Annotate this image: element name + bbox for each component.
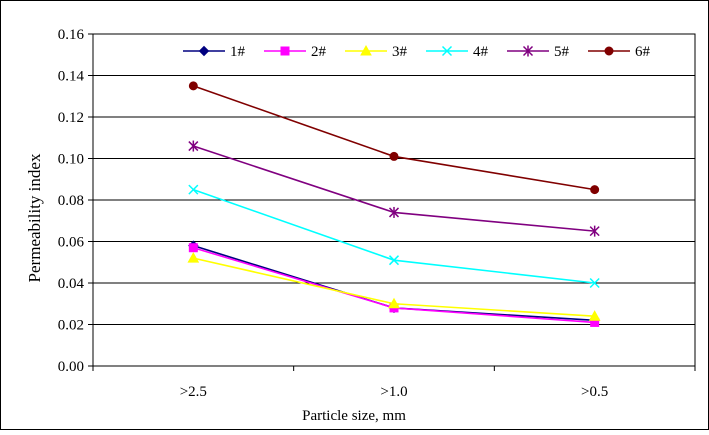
x-tick-label: >1.0 <box>380 384 407 400</box>
data-point <box>588 310 601 321</box>
legend-label: 3# <box>392 44 408 60</box>
data-point <box>188 81 198 91</box>
data-point <box>388 255 400 266</box>
legend-marker <box>604 46 614 56</box>
axes: 0.00 0.02 0.04 0.06 0.08 0.10 0.12 0.14 0.16 >2.5… <box>58 27 696 400</box>
data-point <box>188 243 198 253</box>
legend-label: 2# <box>311 44 327 60</box>
data-point <box>389 151 399 161</box>
legend-label: 1# <box>230 44 246 60</box>
data-point <box>388 297 400 309</box>
series-5 <box>188 140 600 237</box>
legend-marker <box>360 44 372 56</box>
y-tick-label: 0.04 <box>58 276 85 292</box>
series-3 <box>187 252 601 321</box>
data-point <box>187 252 200 263</box>
legend-label: 5# <box>554 44 570 60</box>
series-lines <box>187 81 601 327</box>
data-point <box>589 277 600 289</box>
legend: 1# 2# 3# 4# 5# 6# <box>183 44 651 60</box>
data-point <box>188 140 199 152</box>
legend-label: 6# <box>635 44 651 60</box>
y-tick-label: 0.06 <box>58 235 85 251</box>
y-tick-label: 0.02 <box>58 318 84 334</box>
legend-item: 2# <box>264 44 327 60</box>
legend-item: 5# <box>507 44 570 60</box>
series-4 <box>188 184 600 289</box>
y-tick-label: 0.14 <box>58 69 85 85</box>
legend-marker <box>280 46 290 56</box>
legend-marker <box>522 45 534 57</box>
legend-item: 1# <box>183 44 246 60</box>
legend-item: 4# <box>426 44 489 60</box>
x-tick-label: >2.5 <box>180 384 207 400</box>
legend-item: 3# <box>345 44 408 60</box>
legend-marker <box>441 45 453 57</box>
data-point <box>188 184 199 195</box>
y-axis-title: Permeability index <box>25 153 44 282</box>
data-point <box>590 185 600 195</box>
legend-marker <box>198 45 210 57</box>
data-point <box>589 225 600 237</box>
y-tick-label: 0.12 <box>58 110 84 126</box>
x-tick-label: >0.5 <box>581 384 608 400</box>
legend-label: 4# <box>473 44 489 60</box>
data-point <box>388 206 400 218</box>
y-tick-label: 0.16 <box>58 27 85 43</box>
y-tick-label: 0.10 <box>58 152 84 168</box>
y-tick-label: 0.08 <box>58 193 84 209</box>
y-tick-label: 0.00 <box>58 359 84 375</box>
legend-item: 6# <box>588 44 651 60</box>
series-6 <box>188 81 600 195</box>
x-axis-title: Particle size, mm <box>302 408 406 424</box>
